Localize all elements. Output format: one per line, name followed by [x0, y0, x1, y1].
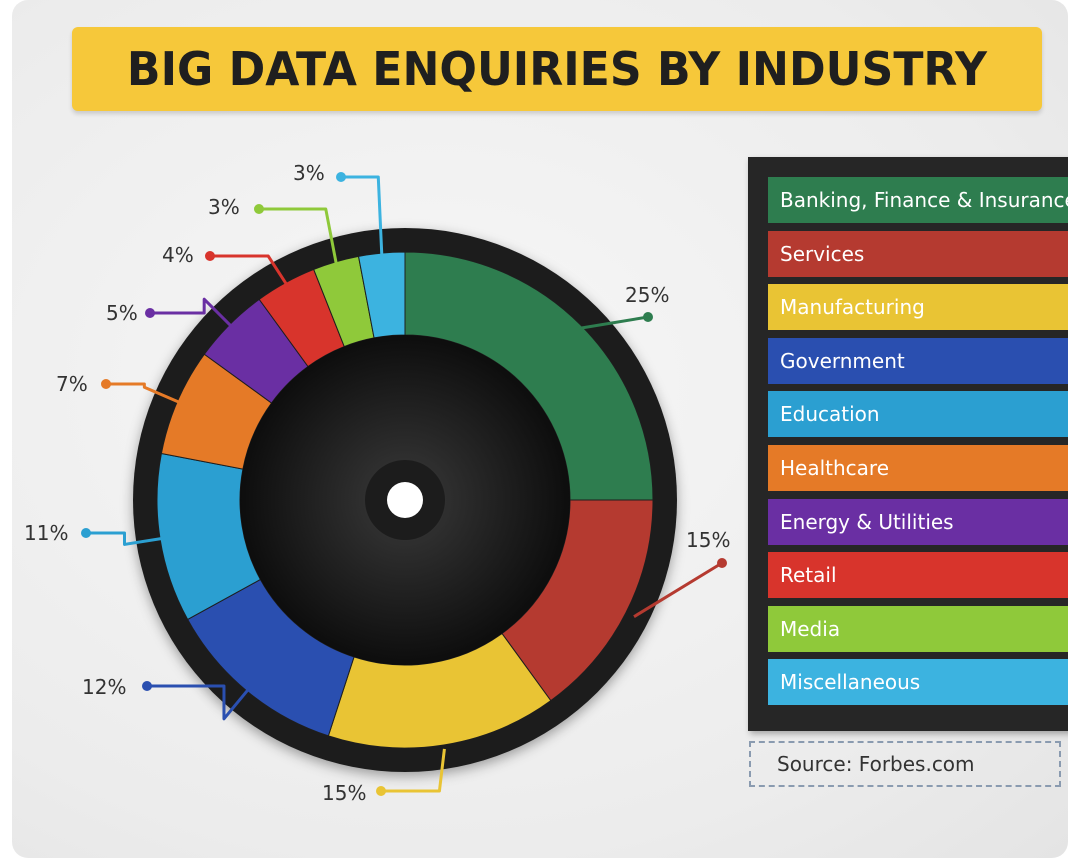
legend-item-banking-finance-insurance: Banking, Finance & Insurance: [768, 177, 1068, 223]
leader-dot-services: [717, 558, 727, 568]
legend-item-healthcare: Healthcare: [768, 445, 1068, 491]
percent-label-energy-utilities: 5%: [106, 301, 138, 325]
legend-item-miscellaneous: Miscellaneous: [768, 659, 1068, 706]
leader-line-retail: [210, 254, 288, 285]
leader-dot-retail: [205, 251, 215, 261]
source-text: Source: Forbes.com: [777, 752, 975, 776]
donut-hole: [387, 482, 423, 518]
leader-dot-media: [254, 204, 264, 214]
percent-label-healthcare: 7%: [56, 372, 88, 396]
percent-label-education: 11%: [24, 521, 68, 545]
legend-item-manufacturing: Manufacturing: [768, 284, 1068, 331]
percent-label-manufacturing: 15%: [322, 781, 366, 805]
leader-line-services: [633, 561, 723, 618]
legend-item-government: Government: [768, 337, 1068, 384]
legend-item-media: Media: [768, 605, 1068, 652]
leader-dot-miscellaneous: [336, 172, 346, 182]
leader-line-healthcare: [106, 382, 179, 404]
percent-label-banking-finance-insurance: 25%: [625, 283, 669, 307]
legend-item-education: Education: [768, 391, 1068, 438]
leader-line-government: [147, 684, 249, 721]
leader-line-energy-utilities: [150, 297, 232, 327]
leader-line-media: [259, 207, 338, 264]
leader-dot-banking-finance-insurance: [643, 312, 653, 322]
leader-dot-energy-utilities: [145, 308, 155, 318]
source-note: Source: Forbes.com: [749, 741, 1061, 787]
percent-label-media: 3%: [208, 195, 240, 219]
legend: Banking, Finance & Insurance Services Manu…: [748, 157, 1068, 731]
leader-dot-government: [142, 681, 152, 691]
legend-item-energy-utilities: Energy & Utilities: [768, 498, 1068, 545]
percent-label-services: 15%: [686, 528, 730, 552]
percent-label-government: 12%: [82, 675, 126, 699]
legend-item-retail: Retail: [768, 552, 1068, 599]
chart-title: BIG DATA ENQUIRIES BY INDUSTRY: [126, 42, 988, 96]
leader-line-banking-finance-insurance: [575, 315, 649, 331]
leader-dot-education: [81, 528, 91, 538]
percent-label-retail: 4%: [162, 243, 194, 267]
percent-label-miscellaneous: 3%: [293, 161, 325, 185]
leader-dot-healthcare: [101, 379, 111, 389]
legend-item-services: Services: [768, 230, 1068, 277]
title-banner: BIG DATA ENQUIRIES BY INDUSTRY: [72, 27, 1042, 111]
leader-line-miscellaneous: [341, 175, 384, 255]
leader-dot-manufacturing: [376, 786, 386, 796]
leader-line-education: [86, 531, 162, 546]
leader-line-manufacturing: [381, 748, 446, 793]
